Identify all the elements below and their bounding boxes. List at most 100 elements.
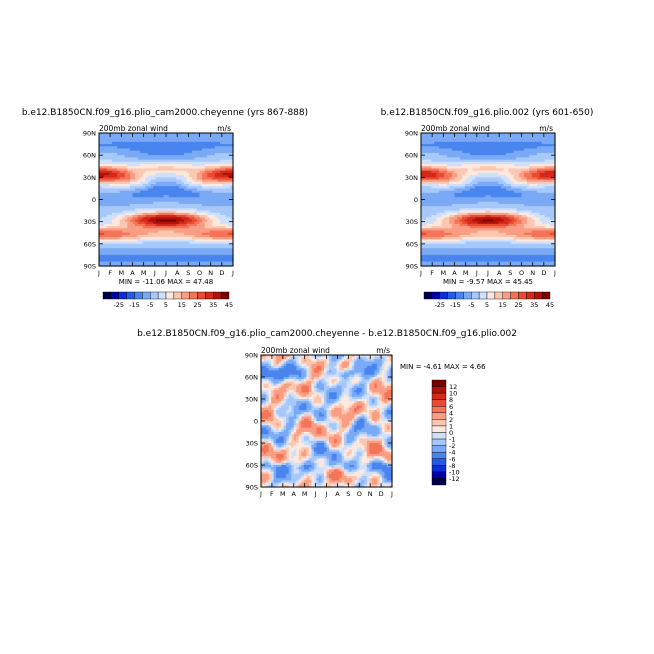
heatmap-cell — [129, 215, 134, 218]
heatmap-cell — [482, 192, 487, 196]
heatmap-cell — [485, 133, 489, 136]
heatmap-cell — [529, 168, 533, 172]
heatmap-cell — [194, 179, 198, 183]
heatmap-cell — [199, 208, 203, 212]
heatmap-cell — [485, 181, 489, 185]
heatmap-cell — [534, 183, 538, 187]
heatmap-cell — [225, 237, 229, 240]
heatmap-cell — [199, 226, 203, 229]
heatmap-cell — [204, 133, 208, 136]
heatmap-cell — [488, 195, 492, 198]
heatmap-cell — [549, 199, 554, 203]
heatmap-cell — [230, 155, 234, 158]
heatmap-cell — [436, 168, 440, 172]
heatmap-cell — [462, 164, 466, 167]
heatmap-cell — [196, 228, 201, 232]
heatmap-cell — [449, 181, 453, 185]
heatmap-cell — [490, 206, 494, 209]
heatmap-cell — [104, 179, 108, 183]
heatmap-cell — [109, 237, 113, 240]
heatmap-cell — [191, 263, 195, 267]
heatmap-cell — [127, 208, 131, 212]
heatmap-cell — [168, 208, 172, 212]
heatmap-cell — [181, 257, 185, 260]
heatmap-cell — [536, 133, 541, 136]
heatmap-cell — [186, 259, 190, 263]
heatmap-cell — [220, 215, 224, 218]
heatmap-cell — [506, 170, 510, 174]
heatmap-cell — [150, 248, 154, 252]
heatmap-cell — [217, 157, 221, 161]
heatmap-cell — [163, 146, 167, 150]
heatmap-cell — [526, 183, 530, 187]
heatmap-cell — [217, 212, 221, 216]
heatmap-cell — [439, 177, 443, 181]
heatmap-cell — [166, 172, 170, 176]
heatmap-cell — [485, 159, 489, 163]
heatmap-cell — [503, 168, 507, 172]
heatmap-cell — [168, 206, 172, 209]
heatmap-cell — [500, 170, 505, 174]
heatmap-cell — [500, 161, 505, 165]
heatmap-cell — [145, 201, 149, 205]
heatmap-cell — [547, 133, 551, 136]
heatmap-cell — [222, 188, 226, 192]
heatmap-cell — [160, 166, 165, 170]
heatmap-cell — [214, 144, 219, 147]
heatmap-cell — [176, 183, 180, 187]
heatmap-cell — [524, 157, 528, 161]
heatmap-cell — [171, 226, 175, 229]
heatmap-cell — [99, 223, 103, 227]
heatmap-cell — [181, 203, 185, 207]
heatmap-cell — [147, 239, 152, 243]
heatmap-cell — [194, 232, 198, 236]
heatmap-cell — [436, 135, 440, 139]
heatmap-cell — [106, 226, 110, 229]
heatmap-cell — [114, 243, 118, 247]
heatmap-cell — [475, 199, 479, 203]
heatmap-cell — [184, 155, 188, 158]
heatmap-cell — [212, 226, 216, 229]
heatmap-cell — [227, 135, 232, 139]
heatmap-cell — [431, 144, 435, 147]
heatmap-cell — [482, 170, 487, 174]
heatmap-cell — [184, 206, 188, 209]
heatmap-cell — [212, 199, 216, 203]
heatmap-cell — [132, 239, 136, 243]
heatmap-cell — [142, 197, 146, 201]
heatmap-cell — [547, 137, 551, 141]
heatmap-cell — [539, 190, 543, 194]
heatmap-cell — [111, 223, 116, 227]
heatmap-cell — [446, 192, 450, 196]
heatmap-cell — [227, 263, 232, 267]
heatmap-cell — [202, 135, 206, 139]
heatmap-cell — [462, 183, 466, 187]
heatmap-cell — [106, 241, 110, 245]
heatmap-cell — [457, 190, 461, 194]
heatmap-cell — [454, 157, 458, 161]
heatmap-cell — [464, 181, 468, 185]
heatmap-cell — [549, 137, 554, 141]
heatmap-cell — [462, 177, 466, 181]
heatmap-cell — [181, 179, 185, 183]
heatmap-cell — [230, 175, 234, 178]
heatmap-cell — [433, 183, 438, 187]
heatmap-cell — [433, 206, 438, 209]
heatmap-cell — [202, 203, 206, 207]
heatmap-cell — [166, 252, 170, 256]
heatmap-cell — [542, 179, 546, 183]
heatmap-cell — [552, 206, 556, 209]
heatmap-cell — [104, 157, 108, 161]
heatmap-cell — [477, 161, 481, 165]
heatmap-cell — [119, 177, 123, 181]
heatmap-cell — [122, 246, 126, 249]
heatmap-cell — [511, 192, 515, 196]
heatmap-cell — [150, 172, 154, 176]
heatmap-cell — [109, 203, 113, 207]
heatmap-cell — [104, 210, 108, 214]
heatmap-cell — [462, 190, 466, 194]
heatmap-cell — [423, 188, 427, 192]
heatmap-cell — [196, 248, 201, 252]
heatmap-cell — [439, 161, 443, 165]
heatmap-cell — [469, 201, 474, 205]
